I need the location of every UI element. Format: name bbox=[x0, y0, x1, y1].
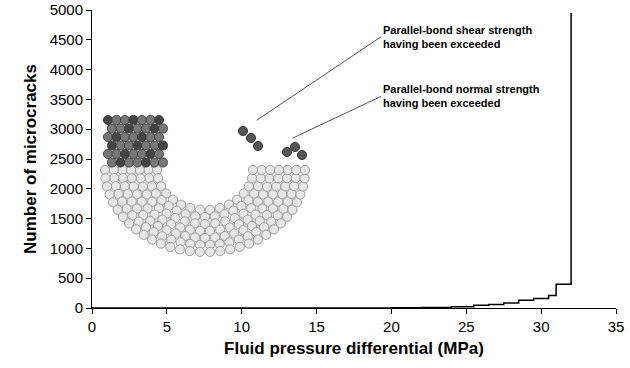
svg-text:1000: 1000 bbox=[50, 240, 83, 257]
svg-text:15: 15 bbox=[308, 318, 325, 335]
svg-text:30: 30 bbox=[533, 318, 550, 335]
svg-text:Number of microcracks: Number of microcracks bbox=[21, 64, 40, 254]
svg-text:2500: 2500 bbox=[50, 150, 83, 167]
svg-text:3500: 3500 bbox=[50, 91, 83, 108]
svg-text:0: 0 bbox=[75, 299, 83, 316]
svg-text:20: 20 bbox=[383, 318, 400, 335]
svg-text:500: 500 bbox=[58, 269, 83, 286]
svg-text:1500: 1500 bbox=[50, 210, 83, 227]
svg-text:25: 25 bbox=[458, 318, 475, 335]
svg-text:2000: 2000 bbox=[50, 180, 83, 197]
svg-text:0: 0 bbox=[88, 318, 96, 335]
svg-text:10: 10 bbox=[233, 318, 250, 335]
svg-text:5: 5 bbox=[163, 318, 171, 335]
svg-text:4000: 4000 bbox=[50, 61, 83, 78]
svg-text:Parallel-bond shear strengthha: Parallel-bond shear strengthhaving been … bbox=[383, 24, 532, 50]
svg-text:5000: 5000 bbox=[50, 1, 83, 18]
svg-text:Fluid pressure differential (M: Fluid pressure differential (MPa) bbox=[224, 339, 484, 358]
svg-text:3000: 3000 bbox=[50, 120, 83, 137]
svg-text:35: 35 bbox=[608, 318, 625, 335]
svg-text:Parallel-bond normal strengthh: Parallel-bond normal strengthhaving been… bbox=[383, 83, 540, 109]
svg-text:4500: 4500 bbox=[50, 31, 83, 48]
